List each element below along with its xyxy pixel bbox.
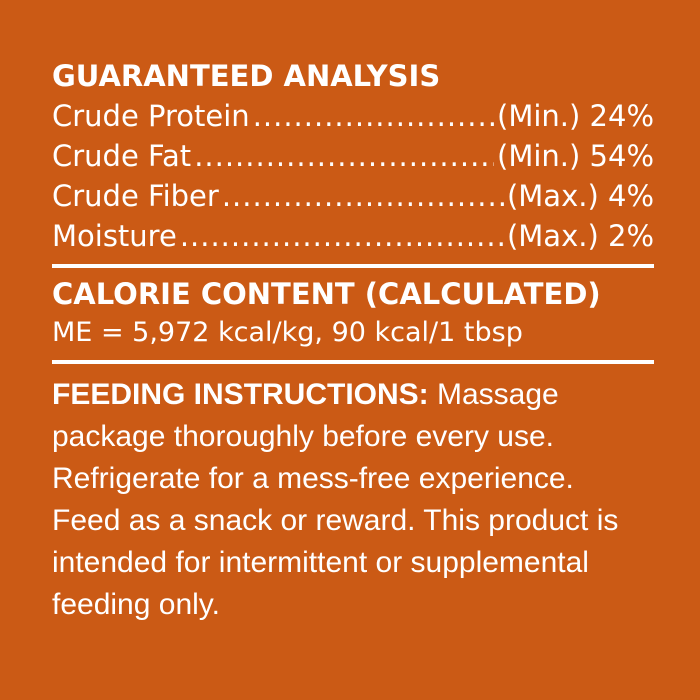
analysis-label: Crude Fat — [52, 139, 192, 173]
divider — [52, 264, 654, 268]
guaranteed-analysis-title: GUARANTEED ANALYSIS — [52, 59, 441, 93]
analysis-value: (Max.) 4% — [506, 179, 654, 213]
analysis-value: (Min.) 24% — [497, 99, 654, 133]
dot-leader — [180, 216, 504, 256]
analysis-label: Crude Protein — [52, 99, 250, 133]
calorie-content-value: ME = 5,972 kcal/kg, 90 kcal/1 tbsp — [52, 317, 523, 348]
analysis-row: Moisture (Max.) 2% — [52, 216, 654, 256]
analysis-row: Crude Protein (Min.) 24% — [52, 96, 654, 136]
analysis-label: Moisture — [52, 219, 177, 253]
feeding-text: Massage — [428, 378, 559, 411]
divider — [52, 360, 654, 364]
feeding-text: package thoroughly before every use. — [52, 420, 554, 453]
analysis-row: Crude Fiber (Max.) 4% — [52, 176, 654, 216]
analysis-value: (Min.) 54% — [497, 139, 654, 173]
feeding-text: feeding only. — [52, 588, 220, 621]
feeding-text: intended for intermittent or supplementa… — [52, 546, 589, 579]
analysis-label: Crude Fiber — [52, 179, 219, 213]
dot-leader — [253, 96, 494, 136]
dot-leader — [194, 136, 494, 176]
dot-leader — [222, 176, 504, 216]
feeding-title: FEEDING INSTRUCTIONS: — [52, 378, 429, 411]
feeding-text: Refrigerate for a mess-free experience. — [52, 462, 574, 495]
feeding-text: Feed as a snack or reward. This product … — [52, 504, 619, 537]
analysis-value: (Max.) 2% — [506, 219, 654, 253]
analysis-row: Crude Fat (Min.) 54% — [52, 136, 654, 176]
calorie-content-title: CALORIE CONTENT (CALCULATED) — [52, 277, 601, 311]
feeding-instructions: FEEDING INSTRUCTIONS: Massage package th… — [52, 374, 654, 626]
label-panel: GUARANTEED ANALYSIS Crude Protein (Min.)… — [52, 56, 654, 626]
